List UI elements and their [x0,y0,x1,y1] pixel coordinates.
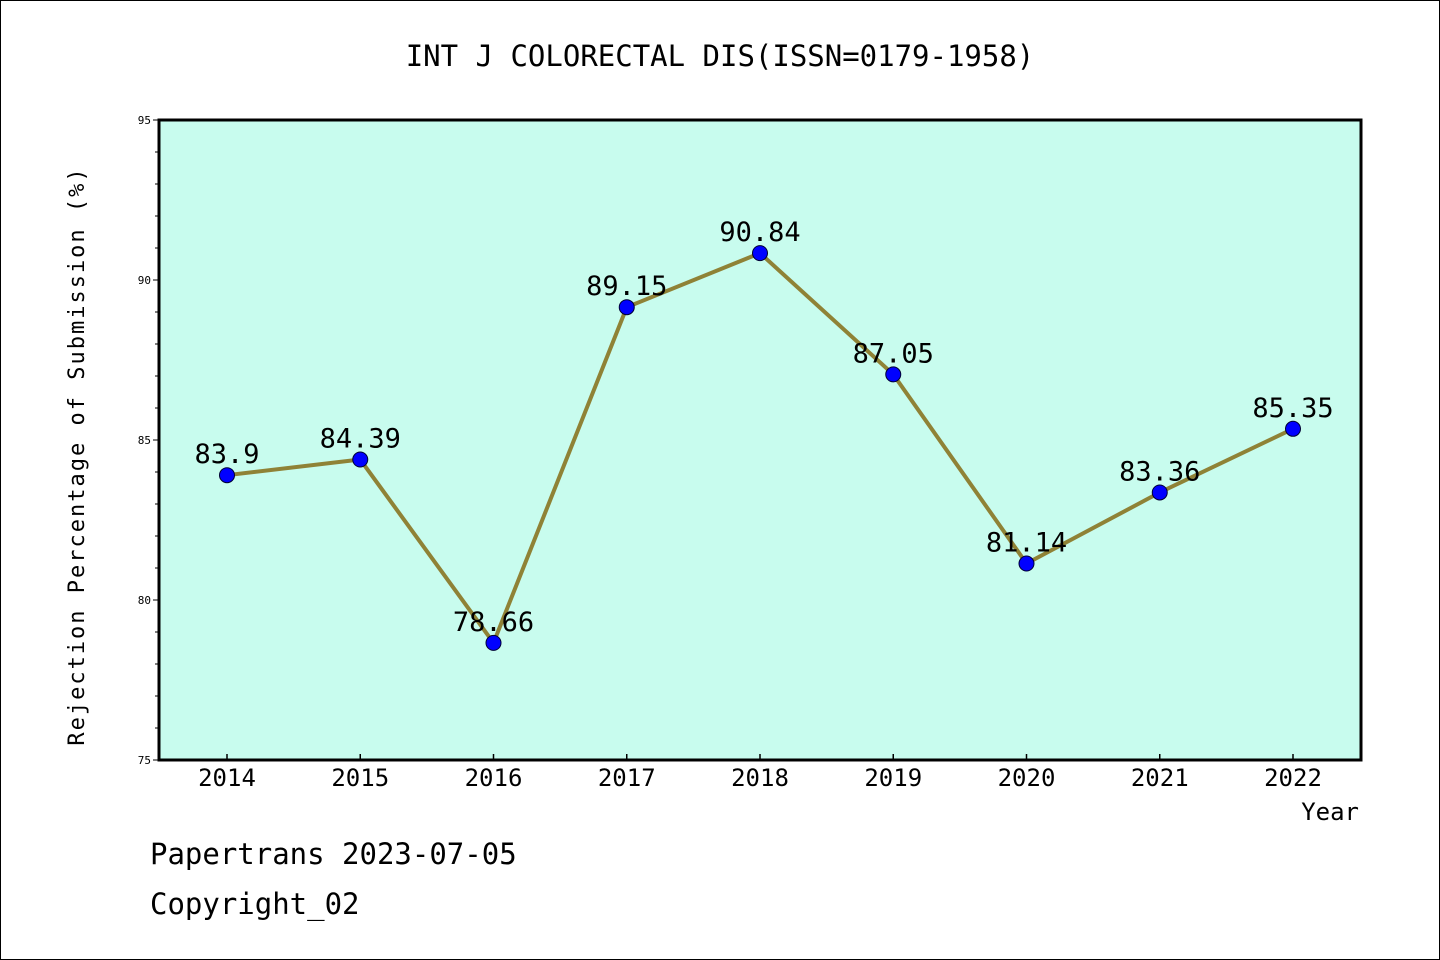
data-point [1285,420,1301,437]
data-point [618,299,635,316]
y-axis: 75 80 85 90 95 [138,114,159,767]
data-label: 83.9 [194,439,259,470]
x-tick-label: 2015 [331,764,389,792]
y-tick-label: 90 [138,274,151,287]
footer-copyright: Copyright_02 [150,887,360,922]
y-tick-label: 75 [138,754,151,767]
data-point [1018,555,1035,572]
x-tick-label: 2018 [731,764,789,792]
x-tick-label: 2021 [1131,764,1189,792]
x-tick-label: 2016 [465,764,523,792]
y-axis-minor-ticks [155,151,159,729]
data-label: 78.66 [453,607,534,638]
data-label: 84.39 [320,424,401,455]
data-point [485,634,502,651]
y-tick-label: 85 [138,434,151,447]
data-label: 81.14 [986,528,1067,559]
data-label: 87.05 [853,338,934,369]
x-tick-label: 2019 [864,764,922,792]
series-markers [219,245,1301,651]
x-axis-label: Year [1301,798,1359,826]
data-point [885,366,902,383]
y-axis-label: Rejection Percentage of Submission (%) [65,166,90,745]
data-label: 85.35 [1252,393,1333,424]
y-tick-label: 80 [138,594,151,607]
y-tick-label: 95 [138,114,151,127]
data-point [1151,484,1168,501]
data-point [752,245,768,262]
x-tick-label: 2014 [198,764,256,792]
data-label: 89.15 [586,271,667,302]
x-tick-label: 2020 [998,764,1056,792]
x-tick-label: 2017 [598,764,656,792]
x-axis: 2014 2015 2016 2017 2018 2019 2020 2021 2022 [198,754,1322,792]
x-tick-label: 2022 [1264,764,1322,792]
chart-title: INT J COLORECTAL DIS(ISSN=0179-1958) [406,39,1035,73]
data-label: 90.84 [719,217,800,248]
footer-date: Papertrans 2023-07-05 [150,837,517,871]
data-point [352,451,369,468]
data-label: 83.36 [1119,456,1200,487]
data-point [219,467,235,484]
data-labels: 83.9 84.39 78.66 89.15 90.84 87.05 81.14 83.36 8… [194,217,1333,638]
plot-area [157,118,1363,762]
